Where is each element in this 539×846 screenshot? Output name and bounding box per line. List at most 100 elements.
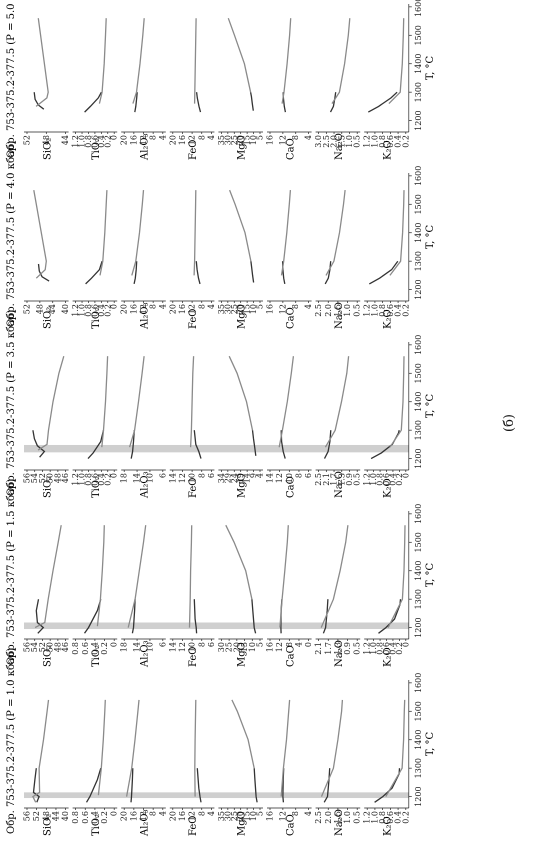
x-tick-label: 1200 bbox=[414, 617, 423, 637]
y-tick-label: 0.6 bbox=[90, 473, 99, 486]
panel-axis-label: K₂O bbox=[383, 478, 394, 498]
y-tick-label: 34 bbox=[217, 473, 226, 483]
series-line-0 bbox=[196, 768, 202, 803]
series-line-1 bbox=[34, 525, 62, 629]
panel-7: K₂O 1.21.00.80.60.40.20 1200 1300 1400 1500 16… bbox=[363, 504, 436, 667]
panel-axis-label: Al₂O₃ bbox=[140, 809, 151, 837]
y-tick-label: 1.3 bbox=[333, 642, 342, 655]
panel-2: Al₂O₃ 20 16 12 8 4 bbox=[120, 699, 167, 837]
y-tick-label: 10 bbox=[188, 642, 197, 652]
y-tick-label: 1.5 bbox=[333, 304, 342, 317]
y-tick-label: 2.1 bbox=[322, 473, 331, 486]
y-tick-label: 40 bbox=[61, 811, 70, 821]
series-line-1 bbox=[227, 17, 252, 93]
x-tick-label: 1600 bbox=[414, 335, 423, 355]
panel-5: CaO 16 12 8 4 bbox=[266, 190, 313, 329]
x-tick-label: 1600 bbox=[414, 0, 423, 17]
x-tick-label: 1300 bbox=[414, 758, 423, 778]
y-tick-label: 16 bbox=[129, 135, 138, 145]
y-tick-label: 2.1 bbox=[314, 642, 323, 655]
panel-axis-label: Al₂O₃ bbox=[140, 302, 151, 330]
series-line-0 bbox=[195, 261, 201, 285]
y-tick-label: 52 bbox=[32, 811, 41, 821]
panel-axis-label: K₂O bbox=[383, 140, 394, 160]
series-line-1 bbox=[35, 18, 49, 107]
y-tick-label: 10 bbox=[248, 642, 257, 652]
panel-axis-label: CaO bbox=[285, 307, 296, 329]
y-tick-label: 0.6 bbox=[382, 473, 391, 486]
y-tick-label: 1.0 bbox=[343, 811, 352, 824]
y-tick-label: 20 bbox=[236, 811, 245, 821]
y-tick-label: 0.8 bbox=[71, 811, 80, 824]
panel-axis-label: MgO bbox=[237, 811, 248, 836]
chart-title: Обр. 753-375.2-377.5 (P = 1.0 кбар) bbox=[6, 648, 17, 834]
series-line-0 bbox=[83, 599, 102, 634]
y-tick-label: 8 bbox=[197, 135, 206, 140]
series-line-1 bbox=[325, 190, 346, 276]
y-tick-label: 10 bbox=[249, 811, 258, 821]
series-line-0 bbox=[251, 430, 257, 456]
y-tick-label: 10 bbox=[249, 135, 258, 145]
figure-svg: Обр. 753-375.2-377.5 (P = 1.0 кбар) SiO₂5… bbox=[6, 0, 436, 837]
y-tick-label: 40 bbox=[61, 304, 70, 314]
y-tick-label: 0 bbox=[401, 642, 410, 647]
y-tick-label: 52 bbox=[38, 473, 47, 483]
y-tick-label: 20 bbox=[168, 304, 177, 314]
panel-3: FeO 20 16 12 8 4 bbox=[168, 699, 216, 836]
y-tick-label: 0.4 bbox=[97, 304, 106, 317]
series-line-0 bbox=[251, 599, 257, 634]
series-line-1 bbox=[189, 356, 195, 448]
panel-axis-label: MgO bbox=[237, 304, 248, 329]
y-tick-label: 10 bbox=[145, 642, 154, 652]
panel-5: CaO 16 12 8 4 0 bbox=[266, 525, 313, 667]
y-tick-label: 16 bbox=[178, 135, 187, 145]
panel-axis-label: FeO bbox=[188, 646, 199, 667]
y-tick-label: 16 bbox=[129, 304, 138, 314]
panel-axis-label: Al₂O₃ bbox=[140, 640, 151, 668]
y-tick-label: 0 bbox=[110, 135, 119, 140]
y-tick-label: 30 bbox=[223, 811, 232, 821]
y-tick-label: 1.2 bbox=[363, 811, 372, 824]
series-line-1 bbox=[127, 525, 147, 628]
y-tick-label: 20 bbox=[236, 304, 245, 314]
y-tick-label: 10 bbox=[188, 473, 197, 483]
y-tick-label: 6 bbox=[207, 473, 216, 478]
y-tick-label: 14 bbox=[168, 642, 177, 652]
panel-axis-label: MgO bbox=[237, 642, 248, 667]
y-tick-label: 50 bbox=[46, 473, 55, 483]
series-line-0 bbox=[324, 261, 332, 285]
series-line-0 bbox=[323, 430, 332, 459]
y-tick-label: 0.9 bbox=[345, 473, 354, 486]
y-tick-label: 2.5 bbox=[314, 473, 323, 486]
y-tick-label: 0.2 bbox=[103, 135, 112, 148]
series-line-1 bbox=[388, 18, 405, 105]
y-tick-label: 8 bbox=[294, 473, 303, 478]
series-line-1 bbox=[37, 356, 65, 451]
y-tick-label: 15 bbox=[243, 304, 252, 314]
y-tick-label: 1.7 bbox=[324, 642, 333, 655]
y-tick-label: 0.2 bbox=[103, 304, 112, 317]
panel-7: K₂O 1.21.00.80.60.40.20 1200 1300 1400 1500 16… bbox=[363, 335, 436, 498]
y-tick-label: 30 bbox=[217, 642, 226, 652]
series-line-1 bbox=[131, 190, 145, 276]
y-tick-label: 1.0 bbox=[370, 304, 379, 317]
series-line-0 bbox=[368, 260, 399, 285]
panel-5: CaO 16 12 8 4 bbox=[266, 18, 313, 160]
y-tick-label: 12 bbox=[278, 135, 287, 145]
series-line-0 bbox=[33, 92, 45, 110]
y-tick-label: 4 bbox=[294, 642, 303, 647]
y-tick-label: 12 bbox=[275, 642, 284, 652]
y-tick-label: 4 bbox=[207, 811, 216, 816]
panel-axis-label: SiO₂ bbox=[42, 814, 53, 836]
y-tick-label: 0.8 bbox=[378, 135, 387, 148]
y-tick-label: 4 bbox=[304, 304, 313, 309]
panel-6: Na₂O 2.5 2.0 1.5 1.0 0.5 bbox=[314, 190, 362, 329]
x-axis-title: T, °C bbox=[425, 732, 436, 757]
x-tick-label: 1300 bbox=[414, 251, 423, 271]
panel-axis-label: FeO bbox=[188, 139, 199, 160]
series-line-0 bbox=[84, 91, 102, 113]
y-tick-label: 29 bbox=[223, 473, 232, 483]
